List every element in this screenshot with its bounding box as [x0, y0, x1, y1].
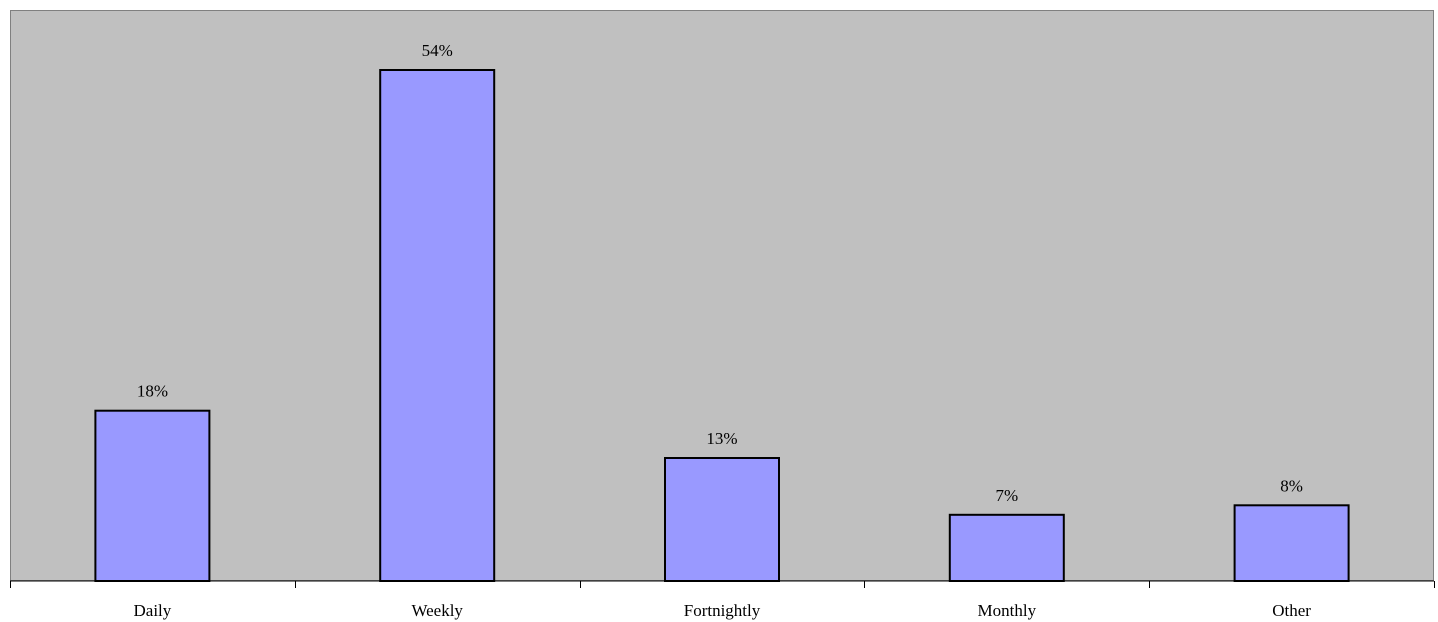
value-label-other: 8% [1280, 476, 1303, 495]
x-axis-ticks [10, 581, 1435, 588]
value-labels-group: 18% 54% 13% 7% 8% [137, 41, 1303, 505]
bar-daily [94, 409, 211, 583]
bar-monthly [948, 513, 1065, 582]
value-label-monthly: 7% [995, 486, 1018, 505]
category-labels-group: Daily Weekly Fortnightly Monthly Other [134, 601, 1312, 620]
category-label-fortnightly: Fortnightly [684, 601, 761, 620]
bar-weekly [379, 69, 496, 582]
category-label-daily: Daily [134, 601, 172, 620]
category-label-weekly: Weekly [411, 601, 463, 620]
value-label-weekly: 54% [422, 41, 453, 60]
bar-fortnightly [664, 457, 780, 582]
category-label-monthly: Monthly [978, 601, 1037, 620]
bars-group [94, 69, 1350, 583]
bar-other [1233, 504, 1350, 582]
category-label-other: Other [1272, 601, 1311, 620]
value-label-daily: 18% [137, 382, 168, 401]
value-label-fortnightly: 13% [706, 429, 737, 448]
